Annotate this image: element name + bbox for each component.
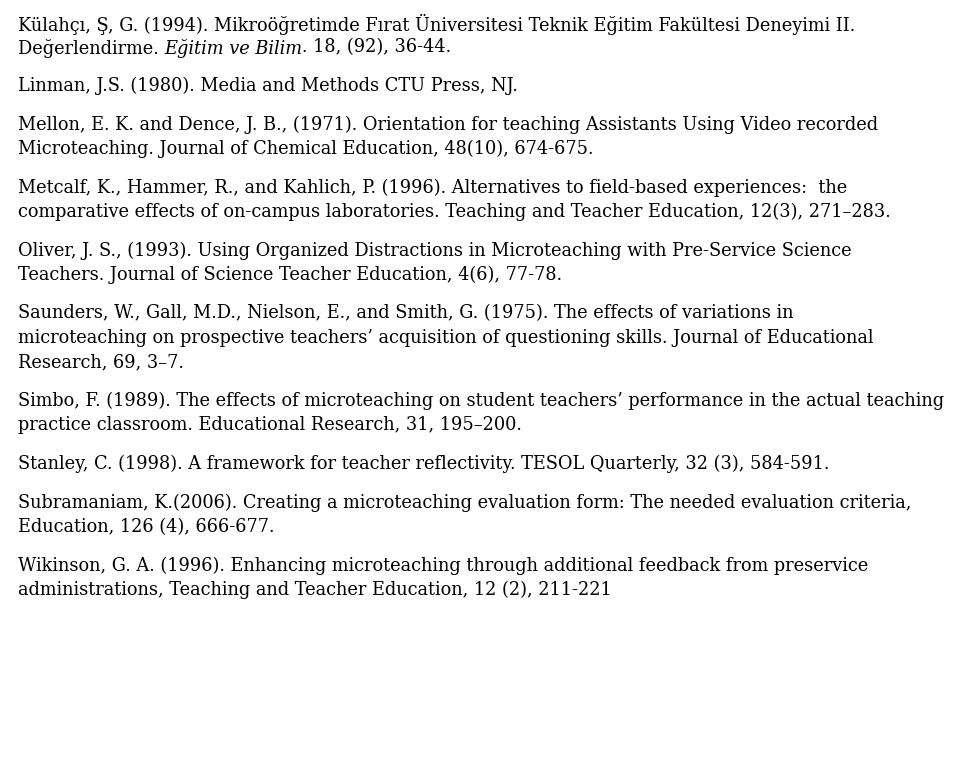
Text: . 18, (92), 36-44.: . 18, (92), 36-44. bbox=[302, 38, 451, 57]
Text: practice classroom. Educational Research, 31, 195–200.: practice classroom. Educational Research… bbox=[18, 417, 522, 434]
Text: Saunders, W., Gall, M.D., Nielson, E., and Smith, G. (1975). The effects of vari: Saunders, W., Gall, M.D., Nielson, E., a… bbox=[18, 305, 794, 322]
Text: comparative effects of on-campus laboratories. Teaching and Teacher Education, 1: comparative effects of on-campus laborat… bbox=[18, 203, 891, 221]
Text: Research, 69, 3–7.: Research, 69, 3–7. bbox=[18, 353, 184, 372]
Text: Teachers. Journal of Science Teacher Education, 4(6), 77-78.: Teachers. Journal of Science Teacher Edu… bbox=[18, 266, 563, 284]
Text: Subramaniam, K.(2006). Creating a microteaching evaluation form: The needed eval: Subramaniam, K.(2006). Creating a microt… bbox=[18, 493, 911, 512]
Text: Stanley, C. (1998). A framework for teacher reflectivity. TESOL Quarterly, 32 (3: Stanley, C. (1998). A framework for teac… bbox=[18, 455, 829, 473]
Text: Wikinson, G. A. (1996). Enhancing microteaching through additional feedback from: Wikinson, G. A. (1996). Enhancing microt… bbox=[18, 557, 868, 574]
Text: Simbo, F. (1989). The effects of microteaching on student teachers’ performance : Simbo, F. (1989). The effects of microte… bbox=[18, 392, 944, 411]
Text: Education, 126 (4), 666-677.: Education, 126 (4), 666-677. bbox=[18, 518, 275, 536]
Text: Eğitim ve Bilim: Eğitim ve Bilim bbox=[164, 38, 302, 57]
Text: Oliver, J. S., (1993). Using Organized Distractions in Microteaching with Pre-Se: Oliver, J. S., (1993). Using Organized D… bbox=[18, 241, 852, 260]
Text: administrations, Teaching and Teacher Education, 12 (2), 211-221: administrations, Teaching and Teacher Ed… bbox=[18, 581, 612, 599]
Text: microteaching on prospective teachers’ acquisition of questioning skills. Journa: microteaching on prospective teachers’ a… bbox=[18, 329, 874, 347]
Text: Linman, J.S. (1980). Media and Methods CTU Press, NJ.: Linman, J.S. (1980). Media and Methods C… bbox=[18, 77, 517, 95]
Text: Değerlendirme.: Değerlendirme. bbox=[18, 38, 164, 57]
Text: Mellon, E. K. and Dence, J. B., (1971). Orientation for teaching Assistants Usin: Mellon, E. K. and Dence, J. B., (1971). … bbox=[18, 116, 878, 134]
Text: Külahçı, Ş, G. (1994). Mikroöğretimde Fırat Üniversitesi Teknik Eğitim Fakültesi: Külahçı, Ş, G. (1994). Mikroöğretimde Fı… bbox=[18, 14, 855, 35]
Text: Microteaching. Journal of Chemical Education, 48(10), 674-675.: Microteaching. Journal of Chemical Educa… bbox=[18, 140, 593, 159]
Text: Metcalf, K., Hammer, R., and Kahlich, P. (1996). Alternatives to field-based exp: Metcalf, K., Hammer, R., and Kahlich, P.… bbox=[18, 178, 848, 197]
